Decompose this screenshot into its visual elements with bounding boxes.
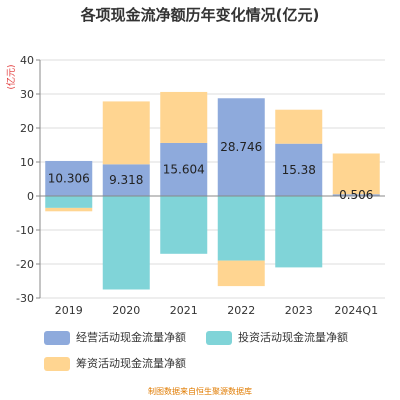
bar-segment bbox=[160, 91, 208, 143]
y-axis-label: (亿元) bbox=[5, 64, 17, 89]
y-tick-label: 30 bbox=[20, 88, 34, 101]
y-tick-label: 40 bbox=[20, 54, 34, 67]
y-tick-label: 0 bbox=[27, 190, 34, 203]
bar-segment bbox=[217, 98, 265, 196]
data-label: 28.746 bbox=[220, 140, 262, 154]
x-tick-label: 2024Q1 bbox=[334, 304, 378, 317]
bars bbox=[45, 91, 380, 290]
y-tick-label: 20 bbox=[20, 122, 34, 135]
bar-segment bbox=[102, 164, 150, 196]
axes: -30 -20 -10 0 10 20 30 40 2019 2020 2021 2022 2023 20… bbox=[16, 54, 385, 317]
y-tick-label: -30 bbox=[16, 292, 34, 305]
bar-segment bbox=[332, 194, 380, 196]
bar-segment bbox=[102, 101, 150, 165]
bar-segment bbox=[160, 196, 208, 254]
data-labels: 10.306 9.318 15.604 28.746 15.38 0.506 bbox=[48, 140, 374, 202]
bar-segment bbox=[217, 260, 265, 287]
bar-segment bbox=[217, 196, 265, 261]
bar-segment bbox=[275, 196, 323, 268]
bar-segment bbox=[45, 207, 93, 212]
x-tick-label: 2021 bbox=[170, 304, 198, 317]
data-label: 0.506 bbox=[339, 188, 373, 202]
bar-segment bbox=[332, 153, 380, 195]
bar-segment bbox=[160, 142, 208, 196]
legend-swatch-financing bbox=[44, 357, 70, 371]
chart-title: 各项现金流净额历年变化情况(亿元) bbox=[80, 6, 320, 24]
legend-item-financing: 筹资活动现金流量净额 bbox=[44, 356, 186, 372]
bar-segment bbox=[45, 160, 93, 196]
legend-label-investing: 投资活动现金流量净额 bbox=[238, 331, 348, 344]
x-tick-label: 2020 bbox=[112, 304, 140, 317]
x-tick-label: 2023 bbox=[285, 304, 313, 317]
data-label: 15.604 bbox=[163, 162, 205, 176]
bar-segment bbox=[275, 109, 323, 144]
legend-item-operating: 经营活动现金流量净额 bbox=[44, 330, 186, 346]
data-label: 9.318 bbox=[109, 173, 143, 187]
data-label: 15.38 bbox=[282, 163, 316, 177]
x-tick-label: 2022 bbox=[227, 304, 255, 317]
legend-swatch-investing bbox=[206, 331, 232, 345]
data-label: 10.306 bbox=[48, 171, 90, 185]
y-tick-label: 10 bbox=[20, 156, 34, 169]
bar-segment bbox=[102, 196, 150, 290]
bar-segment bbox=[275, 143, 323, 196]
legend-swatch-operating bbox=[44, 331, 70, 345]
grid-lines bbox=[40, 59, 385, 299]
y-tick-label: -20 bbox=[16, 258, 34, 271]
y-tick-label: -10 bbox=[16, 224, 34, 237]
legend-label-financing: 筹资活动现金流量净额 bbox=[76, 357, 186, 370]
source-note: 制图数据来自恒生聚源数据库 bbox=[148, 387, 252, 396]
legend-item-investing: 投资活动现金流量净额 bbox=[206, 330, 348, 346]
legend-label-operating: 经营活动现金流量净额 bbox=[76, 331, 186, 344]
bar-segment bbox=[45, 196, 93, 208]
x-tick-label: 2019 bbox=[55, 304, 83, 317]
